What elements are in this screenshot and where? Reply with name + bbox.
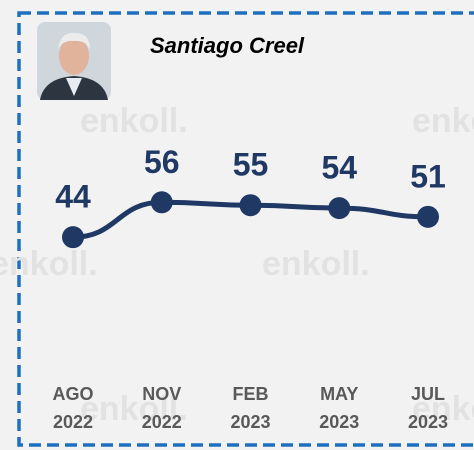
- x-tick-label: NOV 2022: [132, 380, 192, 436]
- point: [62, 226, 84, 248]
- point: [240, 194, 262, 216]
- page: enkoll. enkoll. enkoll. enkoll. enkoll. …: [0, 0, 474, 450]
- x-tick-label: FEB 2023: [221, 380, 281, 436]
- watermark: enkoll.: [80, 102, 188, 140]
- data-label: 56: [144, 144, 180, 180]
- x-tick-label: MAY 2023: [309, 380, 369, 436]
- point: [151, 191, 173, 213]
- data-label: 51: [410, 158, 446, 194]
- data-label: 54: [321, 150, 357, 186]
- point: [328, 197, 350, 219]
- data-label: 44: [55, 179, 91, 215]
- watermark: enkoll.: [412, 102, 474, 140]
- watermark: enkoll.: [262, 245, 370, 283]
- x-tick-label: AGO 2022: [43, 380, 103, 436]
- x-tick-label: JUL 2023: [398, 380, 458, 436]
- point: [417, 206, 439, 228]
- portrait: [37, 22, 111, 100]
- chart-title: Santiago Creel: [150, 33, 305, 58]
- watermark: enkoll.: [0, 245, 98, 283]
- data-label: 55: [233, 147, 269, 183]
